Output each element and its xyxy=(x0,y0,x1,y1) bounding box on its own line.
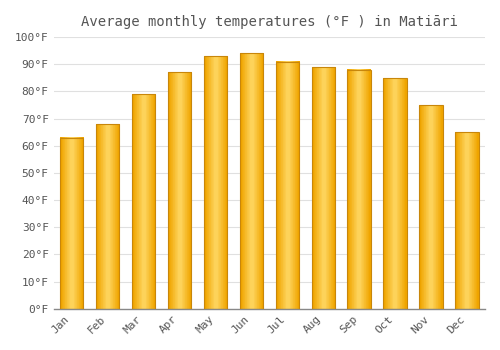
Bar xyxy=(132,94,155,309)
Bar xyxy=(276,62,299,309)
Bar xyxy=(420,105,443,309)
Bar xyxy=(60,138,84,309)
Bar xyxy=(312,67,335,309)
Bar xyxy=(204,56,227,309)
Bar xyxy=(240,54,263,309)
Title: Average monthly temperatures (°F ) in Matiāri: Average monthly temperatures (°F ) in Ma… xyxy=(81,15,458,29)
Bar xyxy=(456,132,478,309)
Bar xyxy=(384,78,407,309)
Bar xyxy=(168,72,191,309)
Bar xyxy=(96,124,119,309)
Bar xyxy=(348,70,371,309)
